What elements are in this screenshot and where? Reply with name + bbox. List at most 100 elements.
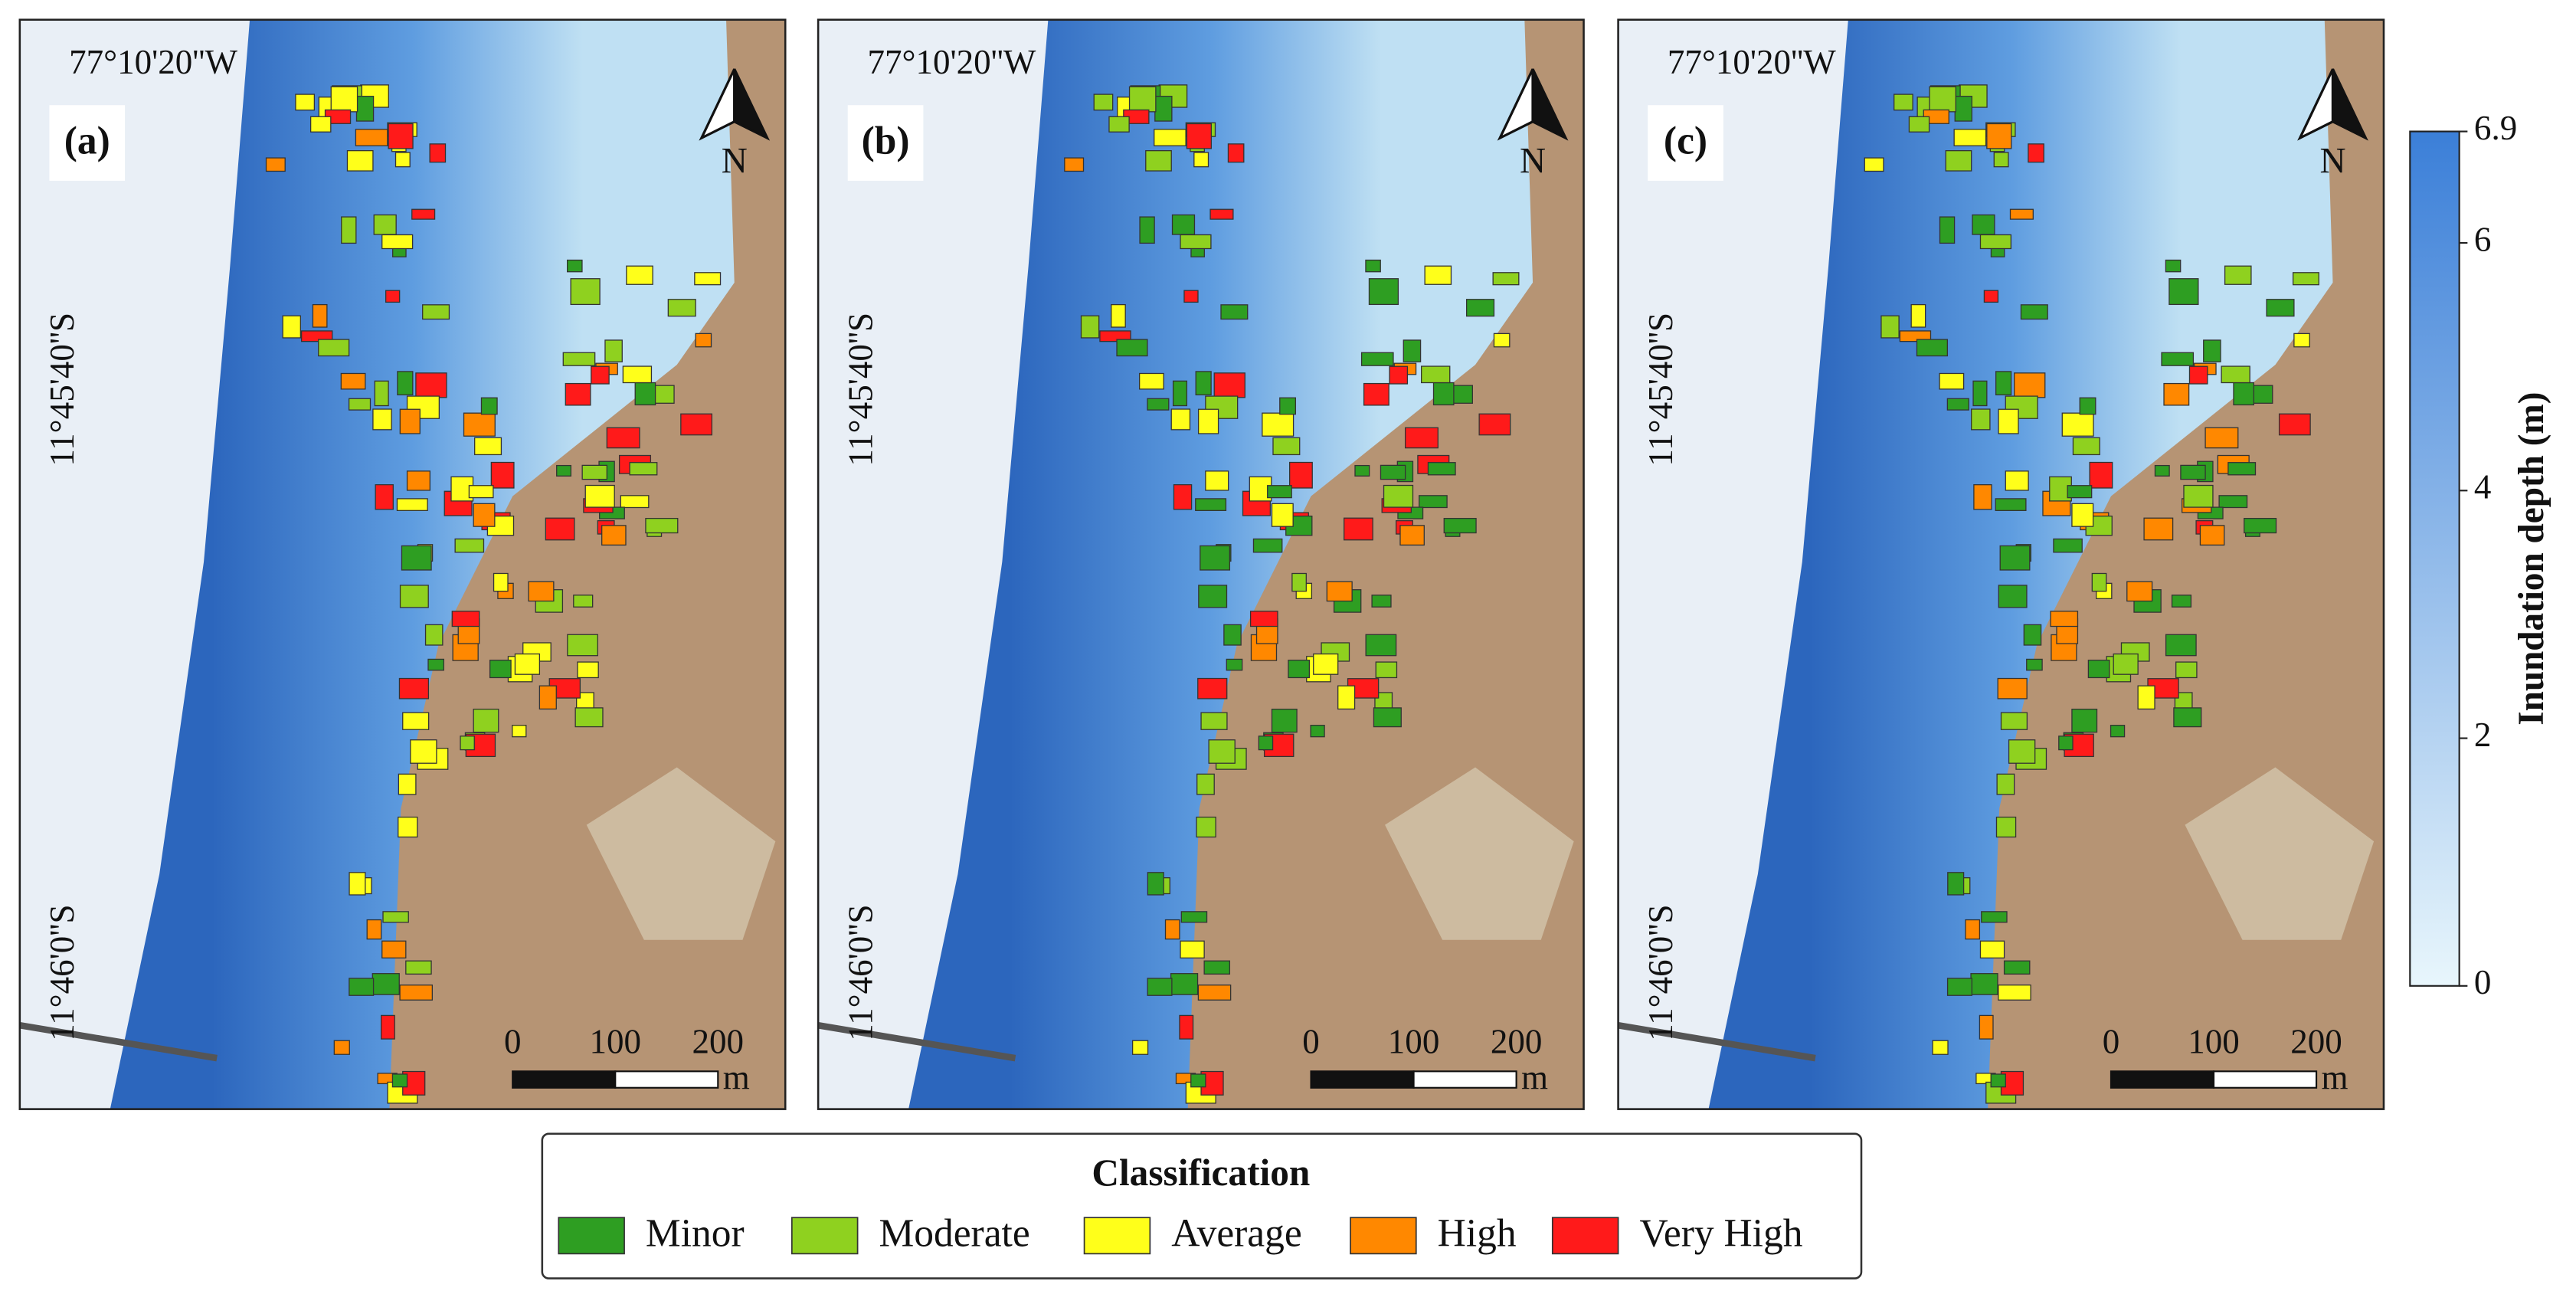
building bbox=[282, 315, 301, 339]
building bbox=[422, 304, 450, 320]
building bbox=[556, 464, 572, 477]
building bbox=[2091, 572, 2107, 592]
building bbox=[415, 372, 447, 398]
panel-label: (b) bbox=[862, 120, 910, 163]
building bbox=[1209, 208, 1234, 220]
map-frame bbox=[18, 18, 787, 1110]
building bbox=[1432, 382, 1455, 406]
building bbox=[1252, 538, 1283, 553]
building bbox=[1111, 303, 1126, 328]
building bbox=[1971, 408, 1991, 431]
building bbox=[401, 545, 432, 571]
building bbox=[2183, 484, 2214, 508]
building bbox=[2221, 365, 2250, 384]
building bbox=[1399, 525, 1425, 546]
building bbox=[398, 816, 418, 838]
scale-bar-segment bbox=[1412, 1070, 1517, 1089]
building bbox=[1899, 330, 1932, 342]
building bbox=[1443, 517, 1477, 534]
building bbox=[2028, 143, 2044, 163]
longitude-label: 77°10'20''W bbox=[69, 43, 237, 81]
building bbox=[1380, 464, 1406, 480]
longitude-label: 77°10'20''W bbox=[867, 43, 1036, 81]
building bbox=[1186, 123, 1212, 149]
building bbox=[1354, 464, 1370, 477]
building bbox=[340, 372, 366, 390]
building bbox=[2137, 685, 2155, 710]
building bbox=[398, 773, 417, 795]
scale-bar-label: 200 bbox=[1491, 1022, 1543, 1060]
building bbox=[346, 150, 374, 172]
building bbox=[1267, 485, 1292, 499]
north-label: N bbox=[2319, 141, 2345, 181]
scale-bar-segment bbox=[2110, 1070, 2215, 1089]
building bbox=[1973, 484, 1992, 510]
building bbox=[1205, 470, 1229, 491]
building bbox=[570, 278, 601, 306]
building bbox=[1365, 634, 1397, 657]
building bbox=[2165, 259, 2182, 273]
building bbox=[1164, 919, 1180, 940]
building bbox=[577, 661, 599, 679]
building bbox=[1995, 371, 2012, 396]
map-panel: (b) 77°10'20''W 11°45'40''S 11°46'0''S N 0 100… bbox=[817, 18, 1585, 1110]
building bbox=[1147, 872, 1164, 896]
legend-box bbox=[541, 1132, 1863, 1279]
building bbox=[1947, 872, 1965, 896]
building bbox=[1363, 382, 1389, 406]
building bbox=[528, 581, 555, 602]
building bbox=[1147, 398, 1170, 411]
building bbox=[1979, 1014, 1994, 1040]
building bbox=[2014, 372, 2046, 398]
building bbox=[2233, 382, 2254, 406]
building bbox=[1203, 960, 1231, 975]
scale-bar-label: 0 bbox=[2103, 1022, 2120, 1060]
colorbar-tick-label: 6 bbox=[2474, 220, 2492, 258]
legend-swatch bbox=[1551, 1217, 1619, 1255]
building bbox=[1337, 685, 1356, 710]
panel-label: (c) bbox=[1664, 120, 1707, 163]
scale-bar-segment bbox=[512, 1070, 617, 1089]
building bbox=[1326, 581, 1353, 602]
building bbox=[2023, 624, 2042, 646]
building bbox=[1880, 315, 1900, 339]
building bbox=[2292, 272, 2319, 286]
building bbox=[1172, 380, 1188, 407]
building bbox=[2061, 412, 2094, 437]
latitude-label: 11°45'40''S bbox=[1642, 313, 1680, 467]
panels: (a) 77°10'20''W 11°45'40''S 11°46'0''S N 0 100… bbox=[18, 18, 2385, 1110]
building bbox=[1910, 303, 1926, 328]
building bbox=[373, 214, 397, 235]
building bbox=[2071, 503, 2094, 527]
building bbox=[514, 653, 541, 675]
cemetery bbox=[586, 767, 776, 940]
building bbox=[565, 382, 591, 406]
building bbox=[2058, 736, 2074, 751]
building bbox=[366, 919, 382, 940]
building bbox=[474, 437, 502, 456]
building bbox=[1310, 725, 1325, 738]
building bbox=[1493, 333, 1511, 348]
building bbox=[1128, 86, 1157, 113]
building bbox=[1080, 315, 1100, 339]
building bbox=[1995, 816, 2017, 838]
building bbox=[1979, 940, 2005, 958]
building bbox=[1404, 427, 1439, 449]
building bbox=[349, 978, 375, 996]
building bbox=[2154, 464, 2170, 477]
building bbox=[1932, 1040, 1949, 1055]
building bbox=[1939, 216, 1956, 244]
building bbox=[1289, 461, 1313, 489]
building bbox=[265, 157, 286, 172]
building bbox=[2266, 299, 2295, 317]
building bbox=[1223, 624, 1242, 646]
building bbox=[1180, 911, 1208, 923]
building bbox=[1953, 129, 1987, 146]
scale-bar-label: 100 bbox=[1388, 1022, 1440, 1060]
latitude-label: 11°46'0''S bbox=[1642, 905, 1680, 1041]
building bbox=[1279, 397, 1297, 415]
building bbox=[2009, 208, 2034, 220]
panel-label: (a) bbox=[64, 120, 110, 163]
building bbox=[2126, 581, 2153, 602]
pier bbox=[19, 1022, 218, 1062]
